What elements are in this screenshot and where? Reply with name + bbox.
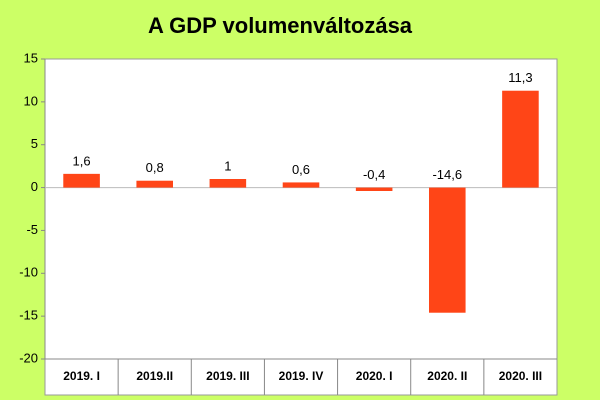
y-tick-label: 10 <box>24 93 38 108</box>
y-tick-label: -20 <box>19 350 38 365</box>
bar <box>209 179 247 188</box>
x-tick-label: 2019.II <box>136 369 173 383</box>
value-label: 0,8 <box>146 160 164 175</box>
value-label: -14,6 <box>432 167 462 182</box>
plot-area <box>44 58 558 396</box>
bar <box>429 187 466 313</box>
x-tick-label: 2020. II <box>427 369 467 383</box>
bar <box>355 187 393 191</box>
x-tick-label: 2019. I <box>63 369 100 383</box>
value-label: -0,4 <box>363 167 385 182</box>
y-tick-label: 5 <box>31 136 38 151</box>
value-label: 11,3 <box>508 70 532 85</box>
value-label: 0,6 <box>292 162 310 177</box>
y-tick-label: -5 <box>26 222 38 237</box>
y-tick-label: -10 <box>19 265 38 280</box>
y-tick-label: 0 <box>31 179 38 194</box>
chart-title: A GDP volumenváltozása <box>148 13 413 38</box>
bar <box>502 90 539 188</box>
x-tick-label: 2020. III <box>499 369 542 383</box>
bar <box>282 182 320 188</box>
bar <box>136 180 173 188</box>
value-label: 1 <box>224 158 231 173</box>
bar <box>63 173 100 188</box>
value-label: 1,6 <box>73 153 91 168</box>
x-tick-label: 2019. III <box>206 369 249 383</box>
y-tick-label: 15 <box>24 50 38 65</box>
x-tick-label: 2020. I <box>356 369 393 383</box>
y-tick-label: -15 <box>19 308 38 323</box>
x-tick-label: 2019. IV <box>279 369 324 383</box>
